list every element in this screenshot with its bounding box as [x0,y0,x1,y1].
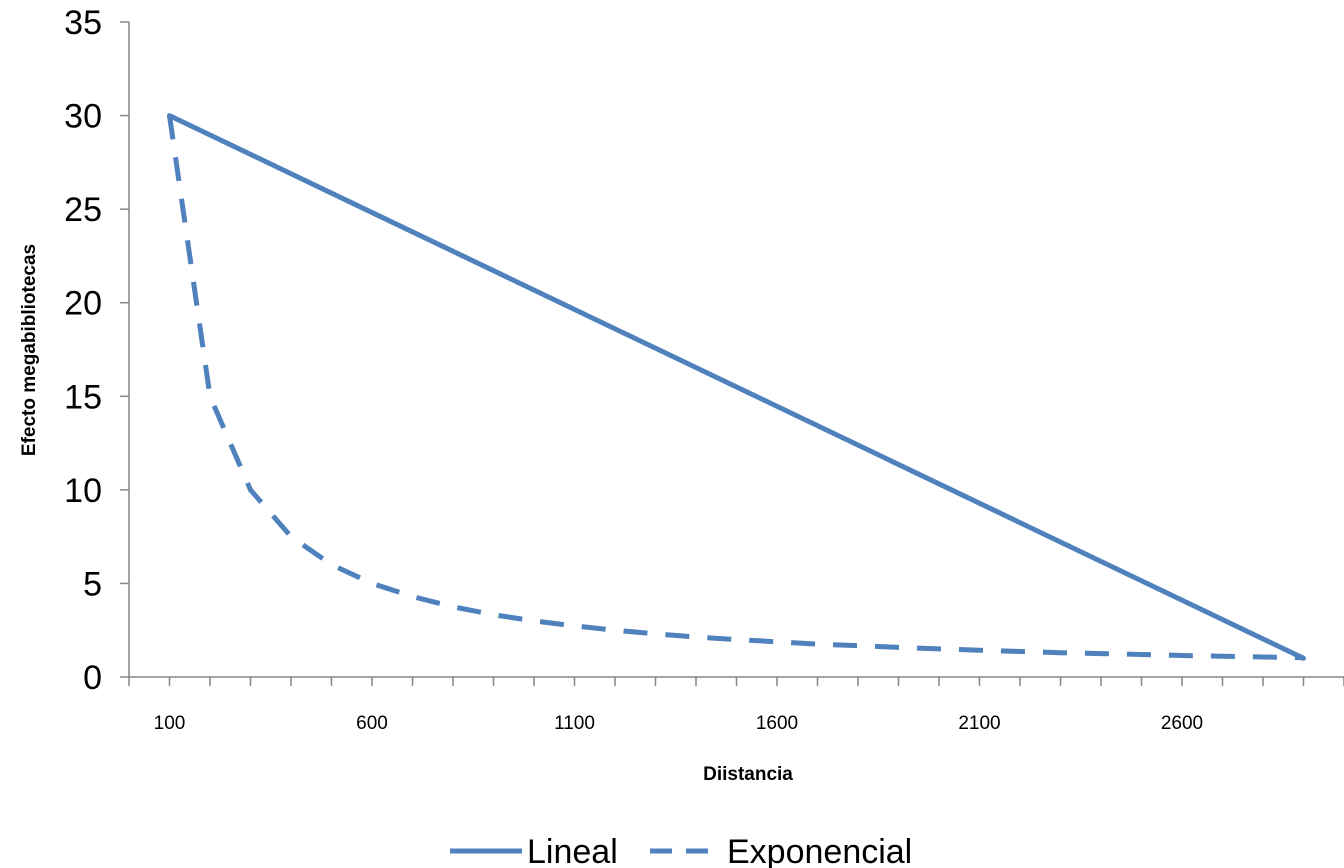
x-axis-title: Diistancia [703,764,793,785]
y-tick-label: 25 [64,191,102,229]
x-tick-label: 2600 [1161,713,1203,734]
axes: 0 5 10 15 20 25 30 35 100 600 1100 1600 2100 2600 [64,4,1344,734]
x-tick-label: 2100 [958,713,1000,734]
legend-label: Lineal [527,833,618,868]
legend: Lineal Exponencial [450,833,912,868]
y-tick-label: 5 [83,565,102,603]
y-tick-label: 20 [64,285,102,323]
series-line-exponencial [167,115,1304,661]
x-tick-label: 100 [154,713,186,734]
y-tick-label: 30 [64,98,102,136]
y-tick-label: 0 [83,659,102,697]
y-tick-label: 15 [64,378,102,416]
y-axis-title: Efecto megabibliotecas [19,244,40,456]
series-line-lineal [167,113,1306,661]
x-tick-label: 1100 [554,713,595,734]
x-tick-label: 600 [356,713,388,734]
legend-label: Exponencial [727,833,912,868]
x-tick-label: 1600 [756,713,798,734]
y-tick-label: 10 [64,472,102,510]
y-tick-label: 35 [64,4,102,42]
series-layer [167,113,1306,661]
